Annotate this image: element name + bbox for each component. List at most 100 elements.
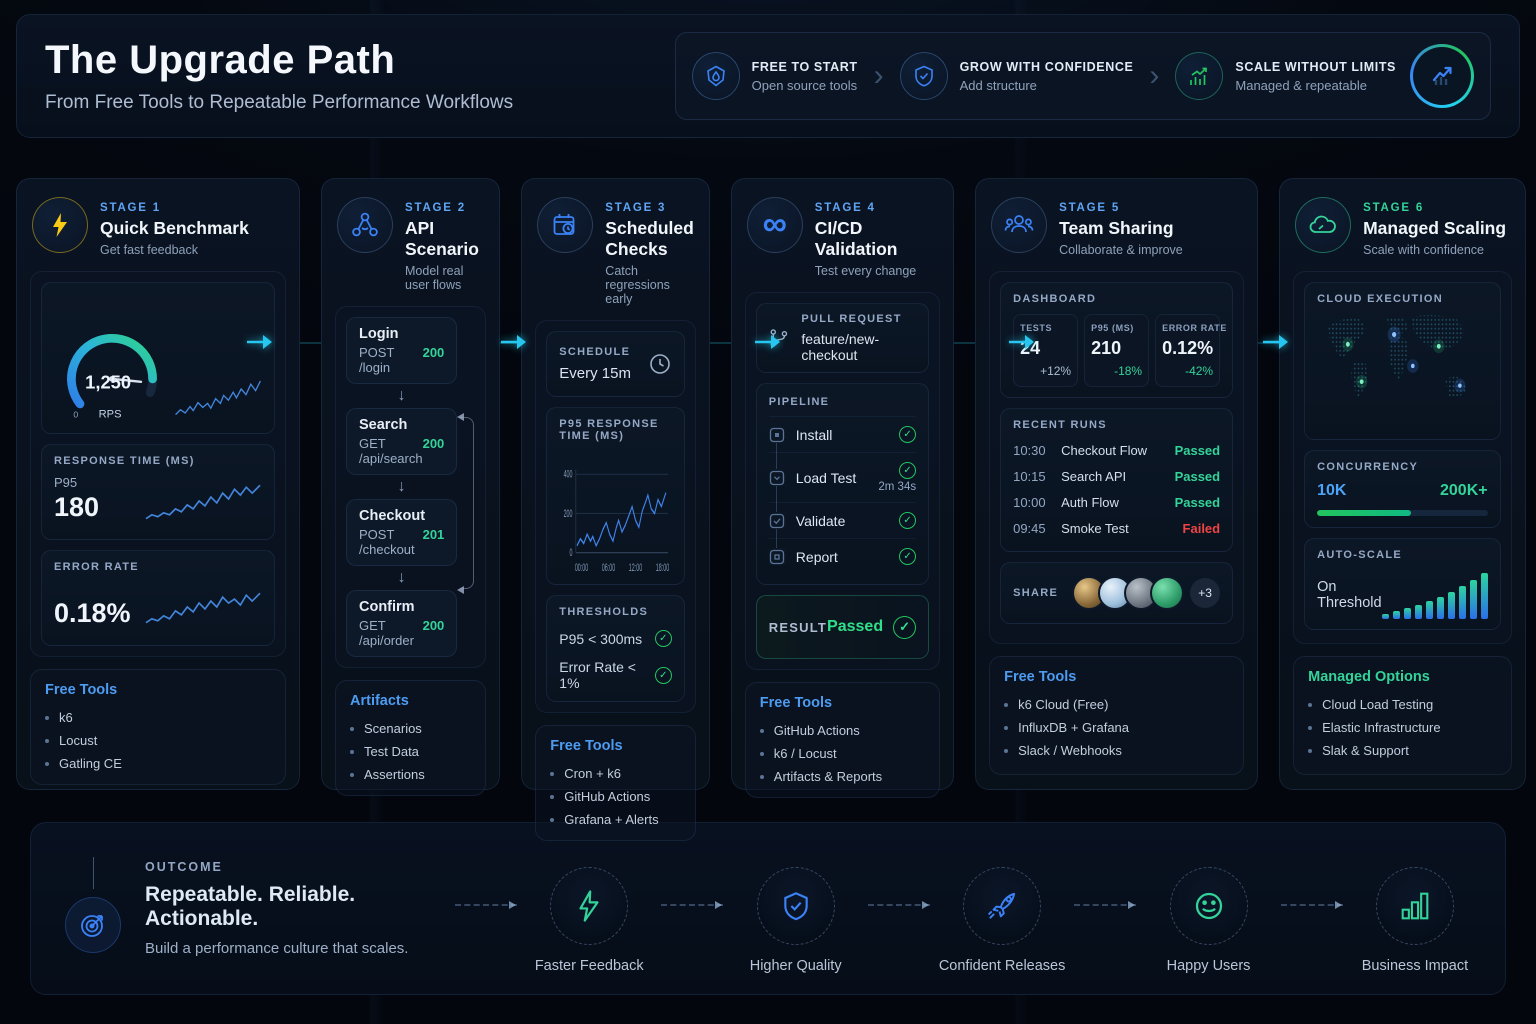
run-name: Smoke Test <box>1061 520 1129 536</box>
stage-arrow-icon <box>245 330 275 354</box>
stages-row: STAGE 1 Quick Benchmark Get fast feedbac… <box>6 178 1530 841</box>
stage-2-card: STAGE 2 API Scenario Model real user flo… <box>321 178 501 796</box>
tool-item: Gatling CE <box>45 752 271 775</box>
step-status: 201 <box>422 527 445 542</box>
run-status: Passed <box>1174 494 1221 510</box>
tool-label: Gatling CE <box>59 756 122 771</box>
concurrency-current: 10K <box>1317 482 1347 499</box>
milestone-title: FREE TO START <box>751 59 858 74</box>
install-step-icon <box>768 426 786 443</box>
bullet-dot <box>759 774 764 779</box>
stage-label: STAGE 6 <box>1363 202 1425 214</box>
header-titles: The Upgrade Path From Free Tools to Repe… <box>45 38 513 114</box>
tool-item: Slack / Webhooks <box>1004 739 1229 762</box>
panel-label: RESPONSE TIME (MS) <box>54 455 195 467</box>
step-request: POST /checkout <box>359 527 415 557</box>
tool-label: k6 Cloud (Free) <box>1018 697 1109 712</box>
stage-arrow-icon <box>1007 330 1037 354</box>
outcome-connector-line <box>92 856 94 889</box>
bullet-dot <box>45 715 49 720</box>
stat-label: P95 (MS) <box>1091 323 1134 333</box>
step-name: Login <box>359 326 399 342</box>
pipeline-panel: PIPELINE Install ✓ Load Test ✓ 2m 34s <box>755 383 930 585</box>
panel-label: AUTO-SCALE <box>1317 549 1403 561</box>
threshold-rule: Error Rate < 1% <box>559 659 636 691</box>
run-status: Passed <box>1174 442 1221 458</box>
bullet-dot <box>1004 748 1009 753</box>
error-rate-panel: ERROR RATE 0.18% <box>41 550 275 646</box>
stage-label: STAGE 5 <box>1059 202 1121 214</box>
benefit-label: Faster Feedback <box>534 958 644 974</box>
lightning-bolt-icon <box>32 197 88 253</box>
stage-6-options: Managed Options Cloud Load Testing Elast… <box>1293 656 1512 775</box>
tool-item: Cloud Load Testing <box>1308 693 1496 716</box>
bullet-dot <box>45 738 49 743</box>
run-row: 10:15 Search API Passed <box>1013 463 1220 489</box>
header-milestones: FREE TO START Open source tools › GROW W… <box>674 32 1491 120</box>
tool-label: Slack / Webhooks <box>1018 743 1122 758</box>
panel-label: PIPELINE <box>768 396 830 408</box>
response-time-panel: RESPONSE TIME (MS) P95 180 <box>41 444 275 540</box>
shield-check-icon <box>783 892 808 921</box>
stat-tests: TESTS 24 +12% <box>1013 314 1079 387</box>
share-panel: SHARE +3 <box>1000 562 1234 624</box>
p95-chart-panel: P95 RESPONSE TIME (MS) 400 200 0 00:00 0… <box>546 407 685 585</box>
stat-delta: -18% <box>1114 364 1143 378</box>
run-row: 10:00 Auth Flow Passed <box>1013 489 1220 515</box>
pipeline-step-install: Install ✓ <box>768 416 917 452</box>
tool-label: Scenarios <box>364 721 422 736</box>
stat-p95: P95 (MS) 210 -18% <box>1084 314 1150 387</box>
step-status: 200 <box>422 345 445 360</box>
stat-delta: +12% <box>1040 364 1072 378</box>
tool-label: Grafana + Alerts <box>564 812 659 827</box>
infinity-icon: ∞ <box>746 197 803 253</box>
metric-value: 180 <box>54 492 100 522</box>
tool-item: k6 / Locust <box>759 742 925 765</box>
cloud-icon <box>1295 197 1352 253</box>
run-name: Checkout Flow <box>1061 442 1148 458</box>
schedule-value: Every 15m <box>559 365 631 382</box>
pipeline-step-report: Report ✓ <box>768 538 917 574</box>
step-duration: 2m 34s <box>878 481 917 493</box>
step-name: Checkout <box>359 508 426 524</box>
y-tick: 200 <box>564 507 573 520</box>
tool-item: Slak & Support <box>1308 739 1496 762</box>
stage-subtitle: Model real user flows <box>405 264 464 292</box>
stage-5-card: STAGE 5 Team Sharing Collaborate & impro… <box>975 178 1259 790</box>
bullet-dot <box>1308 725 1313 730</box>
dashed-arrow-icon <box>1280 900 1343 909</box>
step-name: Validate <box>795 512 846 529</box>
run-time: 10:15 <box>1013 468 1046 484</box>
pipeline-connector <box>775 436 777 560</box>
tool-label: Artifacts & Reports <box>773 769 883 784</box>
avatar-group: +3 <box>1072 576 1221 610</box>
tools-heading: Free Tools <box>550 738 623 754</box>
run-row: 09:45 Smoke Test Failed <box>1013 515 1220 541</box>
chevron-right-icon: › <box>873 59 884 92</box>
tool-label: Locust <box>59 733 98 748</box>
gauge-unit: RPS <box>99 409 122 421</box>
shield-check-icon <box>899 52 948 100</box>
stage-subtitle: Scale with confidence <box>1363 243 1485 257</box>
tool-item: Scenarios <box>350 717 471 740</box>
stage-subtitle: Get fast feedback <box>100 243 198 257</box>
world-map <box>1328 315 1467 398</box>
autoscale-value: On Threshold <box>1317 579 1382 611</box>
tools-heading: Free Tools <box>759 695 833 711</box>
loop-connector <box>457 412 475 594</box>
x-tick: 12:00 <box>629 561 642 574</box>
clock-icon <box>649 354 670 374</box>
bar-chart-icon <box>1401 892 1429 920</box>
run-status: Passed <box>1174 468 1221 484</box>
flow-step-search: Search GET /api/search 200 <box>346 408 458 475</box>
run-time: 09:45 <box>1013 520 1046 536</box>
cloud-execution-panel: CLOUD EXECUTION <box>1304 282 1501 440</box>
tool-item: GitHub Actions <box>550 785 681 808</box>
check-circle-icon: ✓ <box>899 426 917 443</box>
flow-step-confirm: Confirm GET /api/order 200 <box>346 590 458 657</box>
pipeline-step-load-test: Load Test ✓ 2m 34s <box>768 452 917 502</box>
benefit-confident-releases: Confident Releases <box>939 867 1065 974</box>
milestone-title: GROW WITH CONFIDENCE <box>959 59 1134 74</box>
run-time: 10:00 <box>1013 494 1046 510</box>
tool-label: k6 <box>59 710 73 725</box>
